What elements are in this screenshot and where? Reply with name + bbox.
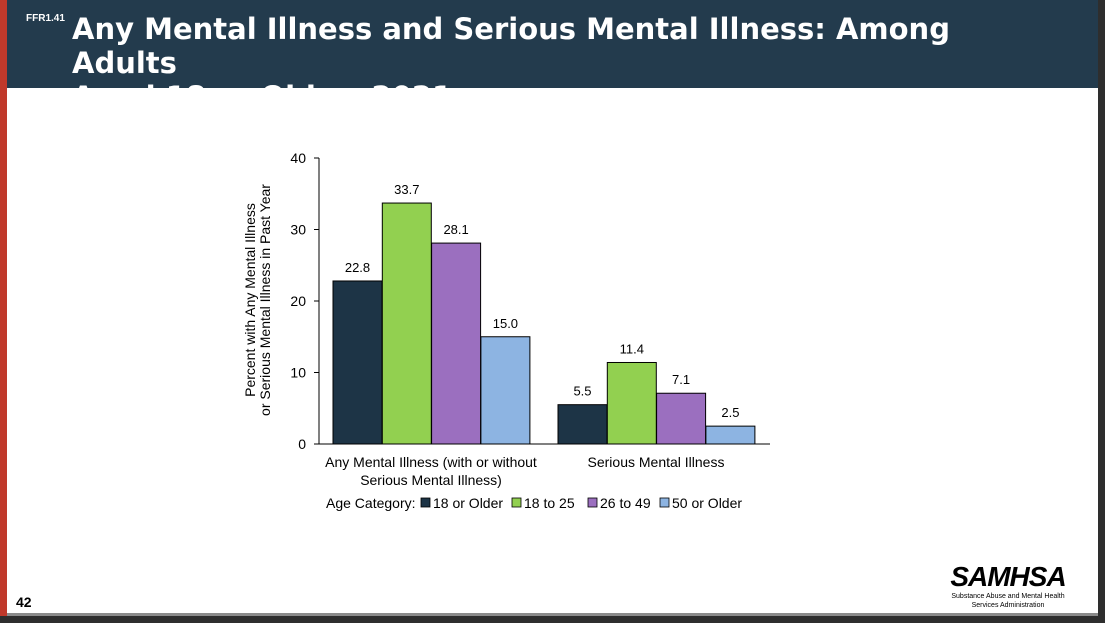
y-tick-label: 10 [290,365,306,381]
bar [705,425,756,445]
data-label: 7.1 [672,372,690,387]
category-label: Serious Mental Illness [588,454,725,470]
bar [480,336,531,445]
bar [431,242,482,445]
logo-subtitle-1: Substance Abuse and Mental Health [951,593,1065,600]
legend-title: Age Category: [326,495,416,511]
legend-swatch [420,497,431,508]
category-label: Serious Mental Illness) [360,472,502,488]
slide-title-line-1: Any Mental Illness and Serious Mental Il… [72,12,950,80]
legend-swatch [511,497,522,508]
bar [606,361,657,445]
data-label: 33.7 [394,182,419,197]
legend-label: 18 to 25 [524,495,575,511]
bar [656,392,707,445]
figure-code: FFR1.41 [26,13,65,24]
logo-wordmark: SAMHSA [950,561,1066,592]
legend-swatch [587,497,598,508]
page-number: 42 [16,594,32,610]
data-label: 2.5 [721,405,739,420]
y-axis-label: Percent with Any Mental Illness [242,203,258,397]
logo-subtitle-2: Services Administration [971,602,1045,609]
y-tick-label: 20 [290,293,306,309]
legend-label: 18 or Older [433,495,503,511]
data-label: 22.8 [345,260,370,275]
y-tick-label: 30 [290,222,306,238]
y-tick-label: 0 [298,436,306,452]
data-label: 5.5 [573,384,591,399]
left-accent-bar [0,0,7,616]
bar [381,202,432,445]
samhsa-logo: SAMHSA Substance Abuse and Mental Health… [938,562,1078,610]
footer-rule [7,613,1098,616]
data-label: 11.4 [620,341,644,356]
y-tick-label: 40 [290,150,306,166]
bar [557,404,608,445]
data-label: 15.0 [493,316,518,331]
bar [332,280,383,445]
legend-swatch [659,497,670,508]
legend-label: 26 to 49 [600,495,651,511]
y-axis-label: or Serious Mental Illness in Past Year [257,184,273,416]
slide-title: Any Mental Illness and Serious Mental Il… [72,12,1032,114]
legend-label: 50 or Older [672,495,742,511]
slide-title-line-2: Aged 18 or Older; 2021 [72,80,453,114]
title-bar [7,0,1098,88]
category-label: Any Mental Illness (with or without [325,454,537,470]
data-label: 28.1 [443,222,468,237]
